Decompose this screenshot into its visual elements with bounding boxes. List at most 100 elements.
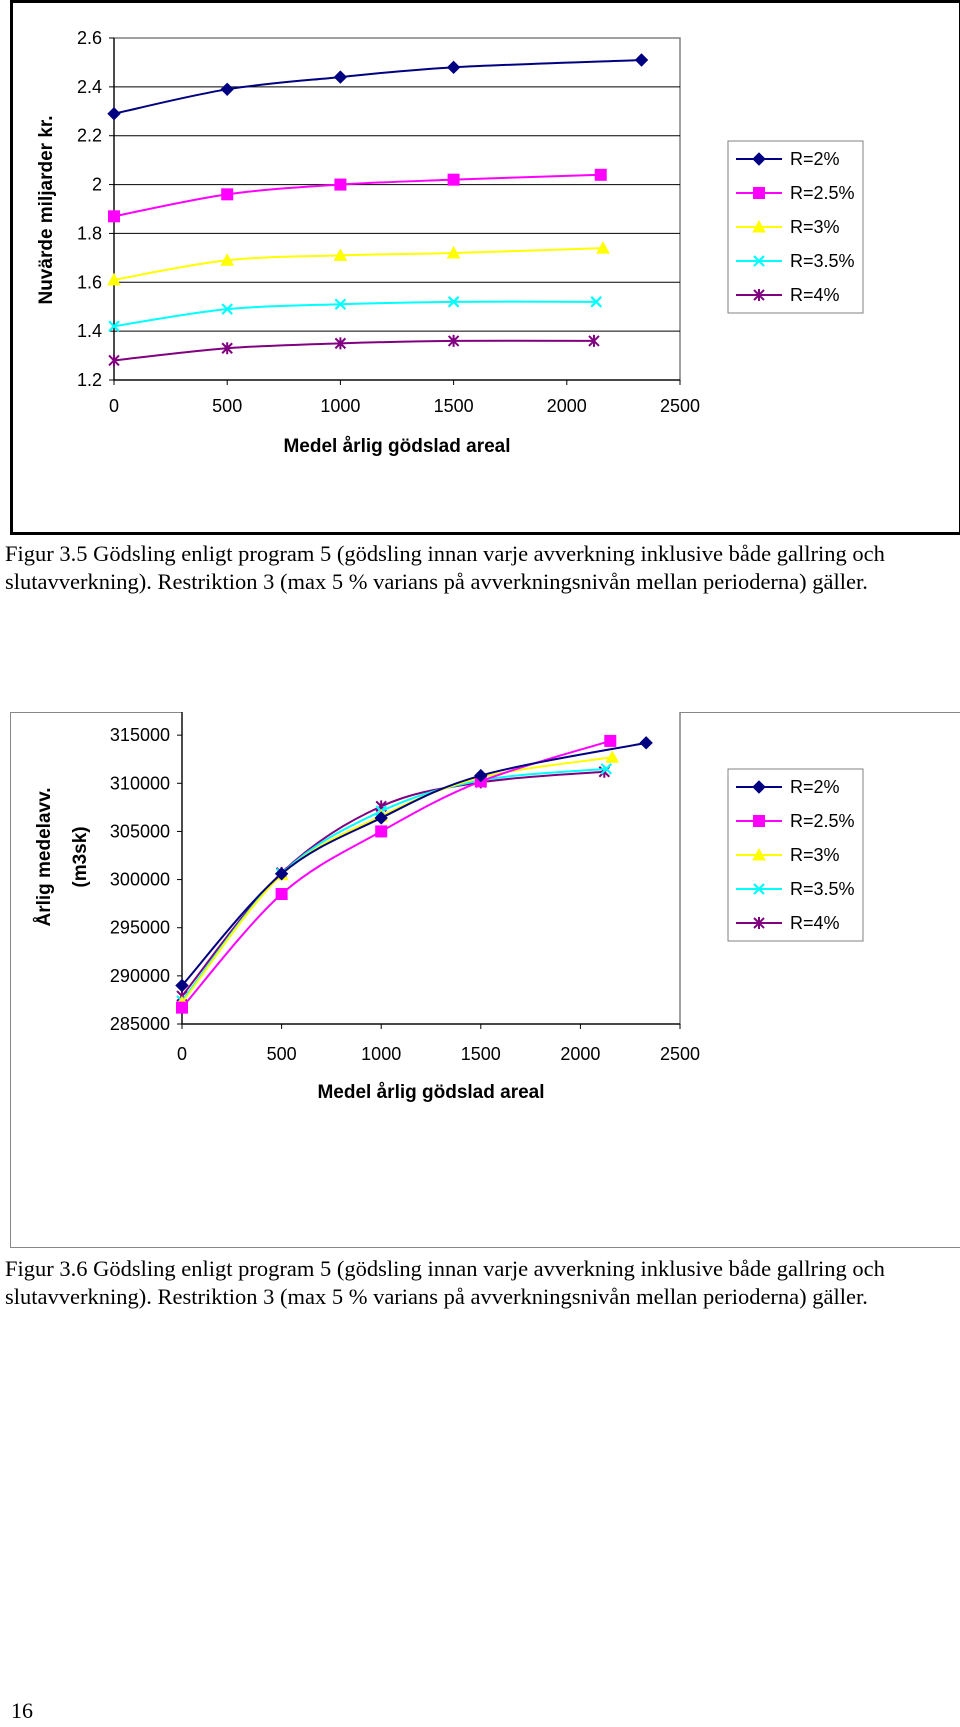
- legend-item: R=3%: [736, 217, 840, 237]
- legend-label: R=4%: [790, 913, 840, 933]
- data-point: [107, 107, 121, 121]
- data-point: [446, 60, 461, 75]
- legend-marker: [753, 815, 765, 827]
- legend-item: R=2.5%: [736, 811, 855, 831]
- data-point: [108, 320, 120, 333]
- y-tick-label: 1.6: [77, 272, 102, 292]
- legend-item: R=3.5%: [736, 251, 855, 271]
- data-point: [220, 253, 235, 266]
- x-tick-label: 0: [177, 1044, 187, 1064]
- data-point: [605, 750, 620, 763]
- y-axis-label: (m3sk): [70, 826, 91, 887]
- y-axis-label: Nuvärde miljarder kr.: [36, 115, 57, 304]
- data-point: [588, 334, 600, 347]
- legend: R=2% R=2.5% R=3% R=3.5% R=4%: [727, 768, 864, 942]
- data-point: [447, 296, 460, 308]
- data-point: [333, 70, 348, 84]
- y-axis-label: Årlig medelavv.: [34, 787, 55, 926]
- data-point: [375, 825, 388, 838]
- legend: R=2% R=2.5% R=3% R=3.5% R=4%: [727, 140, 864, 314]
- data-point: [108, 354, 120, 367]
- legend-marker: [753, 917, 765, 929]
- x-tick-label: 0: [109, 396, 119, 416]
- y-tick-label: 310000: [110, 773, 170, 793]
- data-point: [334, 178, 347, 191]
- data-point: [600, 763, 613, 775]
- data-point: [274, 867, 289, 881]
- y-tick-label: 2.6: [77, 28, 102, 48]
- data-point: [221, 342, 233, 355]
- x-axis-label: Medel årlig gödslad areal: [317, 1082, 544, 1103]
- data-point: [634, 53, 649, 67]
- y-tick-label: 305000: [110, 821, 170, 841]
- data-point: [333, 248, 348, 261]
- data-point: [107, 272, 121, 286]
- x-tick-label: 2500: [660, 1044, 700, 1064]
- x-tick-label: 1500: [461, 1044, 501, 1064]
- legend-item: R=4%: [736, 285, 840, 305]
- data-point: [108, 210, 120, 223]
- x-tick-label: 2000: [547, 396, 587, 416]
- data-point: [334, 337, 347, 350]
- y-tick-label: 1.2: [77, 370, 102, 390]
- data-point: [596, 241, 610, 254]
- legend-label: R=3.5%: [790, 879, 855, 899]
- legend-marker: [753, 255, 765, 267]
- data-point: [176, 1001, 188, 1014]
- plot-area: [109, 37, 681, 385]
- series-R=4%: [108, 334, 600, 367]
- plot-area: [177, 712, 681, 1029]
- legend-label: R=2%: [790, 149, 840, 169]
- series-R=3%: [107, 241, 610, 286]
- series-R=2%: [175, 736, 653, 993]
- data-point: [639, 736, 653, 750]
- y-tick-label: 315000: [110, 725, 170, 745]
- y-tick-label: 295000: [110, 918, 170, 938]
- data-point: [447, 334, 460, 347]
- data-point: [175, 978, 189, 993]
- figure-3-6-caption: Figur 3.6 Gödsling enligt program 5 (göd…: [5, 1256, 885, 1309]
- x-tick-label: 500: [267, 1044, 297, 1064]
- y-tick-label: 1.4: [77, 321, 102, 341]
- data-point: [221, 303, 233, 315]
- x-axis-label: Medel årlig gödslad areal: [283, 436, 510, 457]
- legend-marker: [753, 187, 765, 199]
- y-tick-label: 2: [92, 175, 102, 195]
- figure-3-5-caption: Figur 3.5 Gödsling enligt program 5 (göd…: [5, 541, 885, 594]
- data-point: [221, 188, 234, 201]
- legend-item: R=2.5%: [736, 183, 855, 203]
- legend-item: R=2%: [736, 149, 840, 169]
- legend-label: R=2.5%: [790, 811, 855, 831]
- data-point: [275, 888, 288, 901]
- x-tick-label: 2500: [660, 396, 700, 416]
- page-number: 16: [11, 1698, 33, 1723]
- legend-item: R=3.5%: [736, 879, 855, 899]
- data-point: [334, 298, 347, 311]
- data-point: [590, 296, 603, 308]
- x-tick-label: 500: [212, 396, 242, 416]
- series-R=2.5%: [108, 168, 607, 223]
- legend-marker: [753, 289, 765, 301]
- data-point: [594, 168, 607, 181]
- series-R=3.5%: [108, 296, 603, 333]
- x-tick-label: 1000: [320, 396, 360, 416]
- data-point: [474, 768, 488, 783]
- y-tick-label: 290000: [110, 966, 170, 986]
- legend-marker: [752, 847, 766, 861]
- legend-marker: [752, 219, 766, 233]
- legend-item: R=4%: [736, 913, 840, 933]
- y-tick-label: 2.2: [77, 126, 102, 146]
- legend-item: R=3%: [736, 845, 840, 865]
- data-point: [604, 734, 617, 747]
- chart-1-svg: 1.2 1.4 1.6 1.8 2 2.2 2.4 2.6 0 500 1000 1500 2000 25…: [10, 0, 960, 535]
- data-point: [447, 173, 460, 186]
- legend-label: R=4%: [790, 285, 840, 305]
- legend-marker: [752, 780, 766, 794]
- y-tick-label: 285000: [110, 1014, 170, 1034]
- data-point: [374, 811, 388, 825]
- y-tick-label: 2.4: [77, 77, 102, 97]
- y-tick-label: 300000: [110, 870, 170, 890]
- x-tick-label: 1500: [434, 396, 474, 416]
- figure-3-6-chart: 285000 290000 295000 300000 305000 310000 3150…: [10, 712, 960, 1248]
- legend-label: R=3%: [790, 217, 840, 237]
